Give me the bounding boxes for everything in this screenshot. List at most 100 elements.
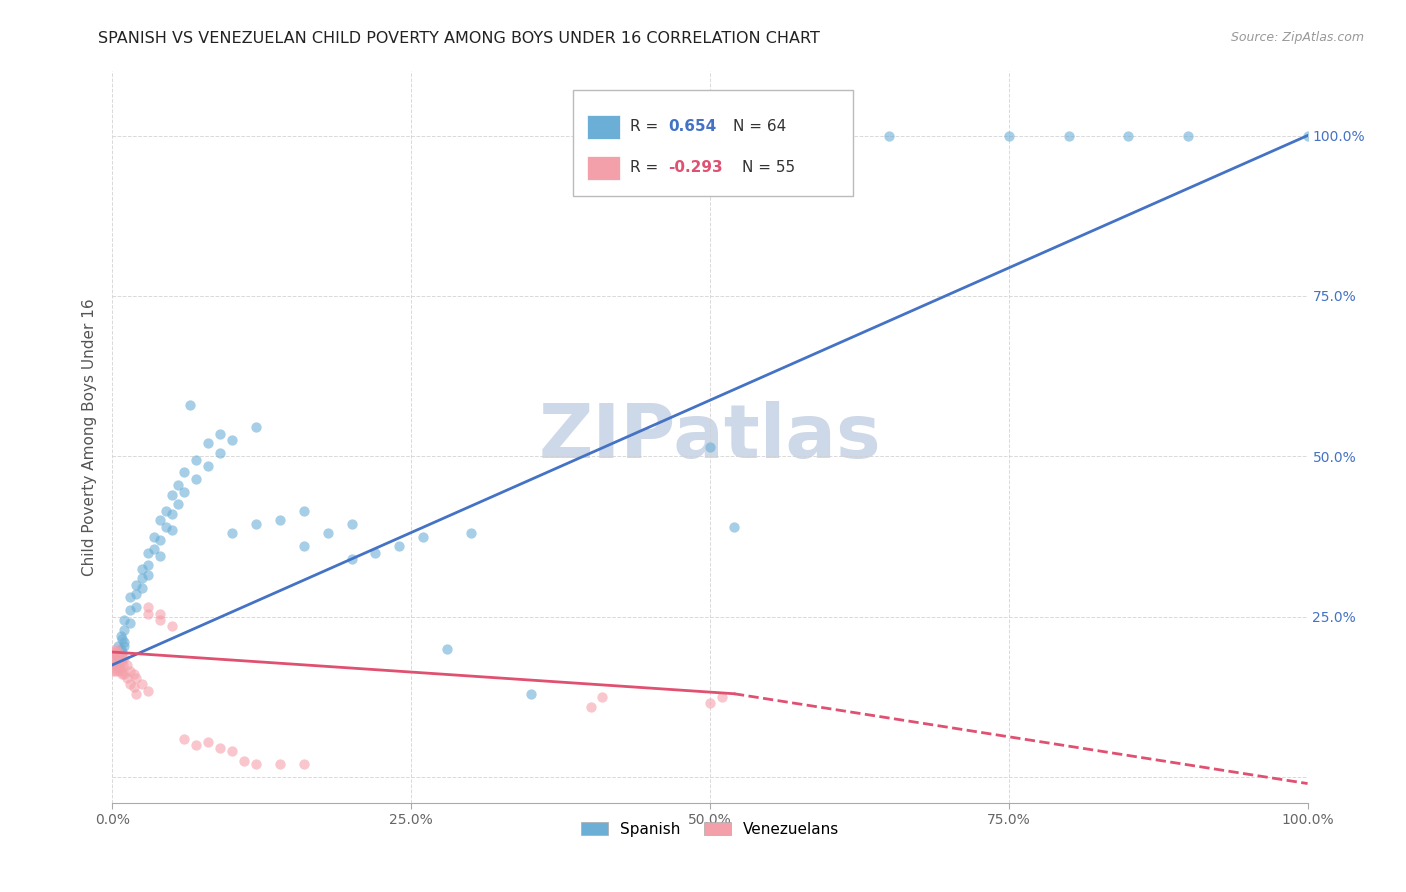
Point [112,657,135,672]
Point [149,514,172,528]
Point [173,484,195,499]
Point [107,645,129,659]
Point [122,681,145,695]
Point [101,645,124,659]
Point [108,661,131,675]
Point [209,446,232,460]
Point [138,683,160,698]
Point [101,651,124,665]
Point [138,545,160,559]
Point [114,635,135,649]
Point [105,657,128,672]
Point [723,520,745,534]
Point [162,619,183,633]
Point [1118,128,1140,143]
Point [120,665,142,679]
Point [105,648,128,663]
Point [105,641,128,656]
Point [167,478,190,492]
Point [107,651,129,665]
Point [316,526,339,541]
Point [269,757,291,772]
Point [115,657,138,672]
Point [105,651,128,665]
Point [340,552,363,566]
Legend: Spanish, Venezuelans: Spanish, Venezuelans [575,815,845,843]
Point [699,697,721,711]
Point [388,539,411,553]
Point [221,526,243,541]
Point [759,128,782,143]
Text: N = 55: N = 55 [742,161,796,176]
Text: Source: ZipAtlas.com: Source: ZipAtlas.com [1230,31,1364,45]
Point [107,657,129,672]
Point [436,641,458,656]
Point [197,436,219,450]
Point [125,600,148,615]
Point [292,757,315,772]
Point [233,754,256,768]
Point [162,507,183,521]
Point [104,655,127,669]
Point [131,677,153,691]
Point [245,757,267,772]
Point [460,526,482,541]
Point [114,651,135,665]
Point [245,516,267,531]
Point [125,587,148,601]
Point [105,648,128,663]
Text: N = 64: N = 64 [733,120,786,135]
Point [120,591,142,605]
Point [155,520,177,534]
Point [105,661,128,675]
Point [711,690,734,704]
Point [105,657,128,672]
Text: R =: R = [630,120,664,135]
Point [143,542,166,557]
Point [149,613,172,627]
Point [125,577,148,591]
Point [149,533,172,547]
Bar [586,156,620,179]
Point [125,671,148,685]
Point [111,645,134,659]
Point [162,488,183,502]
Point [122,667,145,681]
Point [173,731,195,746]
Point [197,735,219,749]
Point [162,523,183,537]
Point [167,498,190,512]
Point [699,440,721,454]
Point [120,616,142,631]
Point [114,667,135,681]
Point [114,623,135,637]
Point [1177,128,1199,143]
Text: R =: R = [630,161,664,176]
Point [110,665,132,679]
Point [209,741,232,756]
Point [143,529,166,543]
Point [186,472,208,486]
Point [186,452,208,467]
Point [998,128,1021,143]
Point [111,651,134,665]
Point [111,667,134,681]
Point [197,458,219,473]
Point [131,581,153,595]
Point [269,514,291,528]
FancyBboxPatch shape [572,90,853,195]
Text: SPANISH VS VENEZUELAN CHILD POVERTY AMONG BOYS UNDER 16 CORRELATION CHART: SPANISH VS VENEZUELAN CHILD POVERTY AMON… [98,31,820,46]
Point [179,398,201,412]
Point [592,690,614,704]
Point [104,645,127,659]
Point [412,529,434,543]
Point [110,655,132,669]
Point [149,549,172,563]
Point [245,420,267,434]
Text: -0.293: -0.293 [668,161,723,176]
Point [221,744,243,758]
Point [120,603,142,617]
Point [114,639,135,653]
Point [107,639,129,653]
Point [221,434,243,448]
